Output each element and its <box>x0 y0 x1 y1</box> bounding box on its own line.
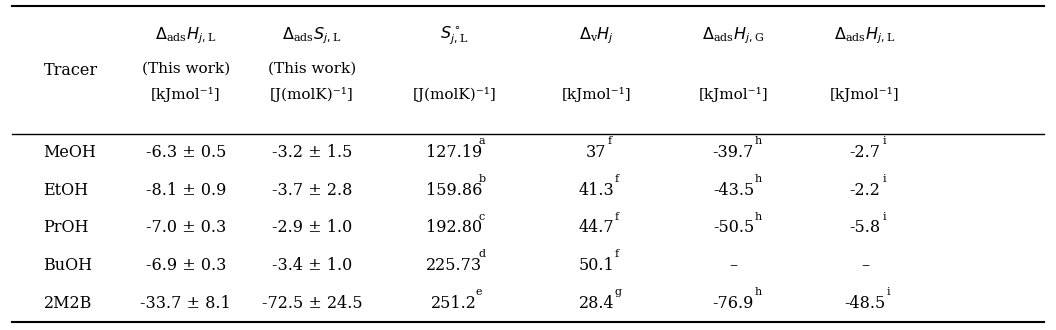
Text: –: – <box>730 257 737 274</box>
Text: 37: 37 <box>586 144 607 161</box>
Text: 2M2B: 2M2B <box>43 295 92 312</box>
Text: 225.73: 225.73 <box>427 257 483 274</box>
Text: (This work): (This work) <box>268 61 356 76</box>
Text: $\Delta_\mathregular{ads}H_{j,\mathregular{L}}$: $\Delta_\mathregular{ads}H_{j,\mathregul… <box>834 25 895 46</box>
Text: -7.0 ± 0.3: -7.0 ± 0.3 <box>146 219 226 237</box>
Text: i: i <box>883 136 887 146</box>
Text: f: f <box>615 249 619 259</box>
Text: [kJmol⁻¹]: [kJmol⁻¹] <box>151 87 221 102</box>
Text: -48.5: -48.5 <box>845 295 886 312</box>
Text: $\Delta_\mathregular{v}H_j$: $\Delta_\mathregular{v}H_j$ <box>579 25 614 46</box>
Text: h: h <box>754 212 761 221</box>
Text: PrOH: PrOH <box>43 219 89 237</box>
Text: f: f <box>608 136 612 146</box>
Text: h: h <box>754 136 761 146</box>
Text: -2.2: -2.2 <box>850 182 881 199</box>
Text: -3.4 ± 1.0: -3.4 ± 1.0 <box>272 257 353 274</box>
Text: EtOH: EtOH <box>43 182 89 199</box>
Text: -50.5: -50.5 <box>713 219 754 237</box>
Text: BuOH: BuOH <box>43 257 93 274</box>
Text: 192.80: 192.80 <box>427 219 483 237</box>
Text: -6.9 ± 0.3: -6.9 ± 0.3 <box>146 257 226 274</box>
Text: [J(molK)⁻¹]: [J(molK)⁻¹] <box>413 87 496 102</box>
Text: -3.2 ± 1.5: -3.2 ± 1.5 <box>271 144 353 161</box>
Text: –: – <box>861 257 869 274</box>
Text: 127.19: 127.19 <box>427 144 483 161</box>
Text: [kJmol⁻¹]: [kJmol⁻¹] <box>562 87 631 102</box>
Text: 41.3: 41.3 <box>579 182 615 199</box>
Text: 251.2: 251.2 <box>431 295 477 312</box>
Text: i: i <box>883 212 887 221</box>
Text: -2.7: -2.7 <box>849 144 881 161</box>
Text: i: i <box>883 174 887 184</box>
Text: 159.86: 159.86 <box>426 182 483 199</box>
Text: a: a <box>478 136 485 146</box>
Text: -39.7: -39.7 <box>713 144 754 161</box>
Text: (This work): (This work) <box>142 61 230 76</box>
Text: -3.7 ± 2.8: -3.7 ± 2.8 <box>271 182 353 199</box>
Text: [J(molK)⁻¹]: [J(molK)⁻¹] <box>270 87 354 102</box>
Text: 44.7: 44.7 <box>579 219 615 237</box>
Text: e: e <box>475 287 482 297</box>
Text: g: g <box>615 287 621 297</box>
Text: b: b <box>478 174 486 184</box>
Text: 28.4: 28.4 <box>579 295 615 312</box>
Text: c: c <box>478 212 485 221</box>
Text: -6.3 ± 0.5: -6.3 ± 0.5 <box>146 144 226 161</box>
Text: -33.7 ± 8.1: -33.7 ± 8.1 <box>140 295 231 312</box>
Text: -5.8: -5.8 <box>849 219 881 237</box>
Text: -8.1 ± 0.9: -8.1 ± 0.9 <box>146 182 226 199</box>
Text: [kJmol⁻¹]: [kJmol⁻¹] <box>830 87 900 102</box>
Text: f: f <box>615 174 619 184</box>
Text: f: f <box>615 212 619 221</box>
Text: 50.1: 50.1 <box>579 257 615 274</box>
Text: -72.5 ± 24.5: -72.5 ± 24.5 <box>262 295 362 312</box>
Text: [kJmol⁻¹]: [kJmol⁻¹] <box>699 87 768 102</box>
Text: $\Delta_\mathregular{ads}H_{j,\mathregular{L}}$: $\Delta_\mathregular{ads}H_{j,\mathregul… <box>155 25 216 46</box>
Text: MeOH: MeOH <box>43 144 96 161</box>
Text: $S^\circ_{j,\mathregular{L}}$: $S^\circ_{j,\mathregular{L}}$ <box>440 24 469 47</box>
Text: $\Delta_\mathregular{ads}S_{j,\mathregular{L}}$: $\Delta_\mathregular{ads}S_{j,\mathregul… <box>282 25 342 46</box>
Text: i: i <box>886 287 890 297</box>
Text: -76.9: -76.9 <box>713 295 754 312</box>
Text: h: h <box>754 174 761 184</box>
Text: d: d <box>478 249 486 259</box>
Text: -2.9 ± 1.0: -2.9 ± 1.0 <box>272 219 353 237</box>
Text: h: h <box>754 287 761 297</box>
Text: -43.5: -43.5 <box>713 182 754 199</box>
Text: Tracer: Tracer <box>43 62 97 79</box>
Text: $\Delta_\mathregular{ads}H_{j,\mathregular{G}}$: $\Delta_\mathregular{ads}H_{j,\mathregul… <box>702 25 765 46</box>
